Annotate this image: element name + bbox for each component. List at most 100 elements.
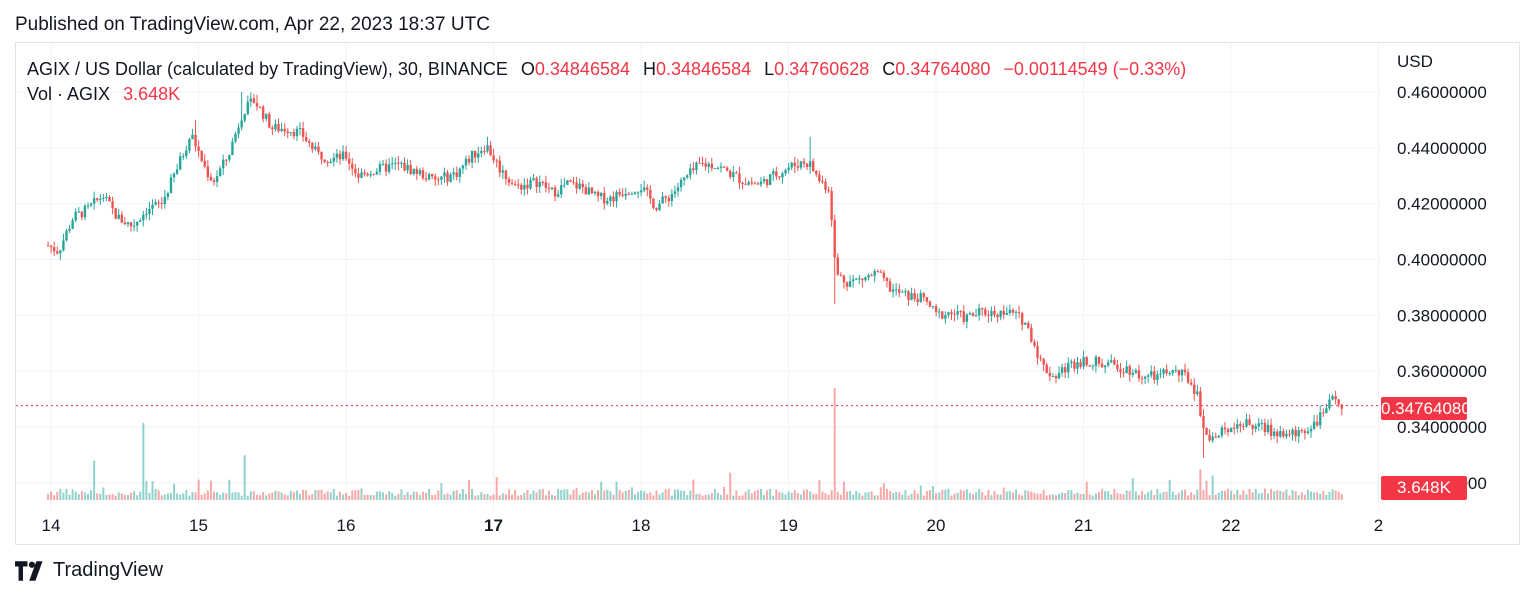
volume-bar — [723, 487, 726, 500]
candle-body — [861, 278, 864, 281]
volume-bar — [732, 495, 735, 500]
volume-bar — [1285, 489, 1288, 500]
volume-bar — [302, 489, 305, 500]
volume-bar — [753, 491, 756, 500]
candle-body — [363, 172, 366, 174]
volume-bar — [710, 493, 713, 500]
candle-body — [778, 176, 781, 178]
volume-bar — [526, 490, 529, 500]
volume-bar — [394, 495, 397, 500]
candle-body — [332, 157, 336, 162]
volume-bar — [649, 492, 652, 500]
candle-body — [984, 309, 987, 315]
candle-body — [1054, 375, 1058, 379]
candle-body — [584, 187, 588, 195]
candle-body — [56, 251, 59, 254]
volume-bar — [1174, 494, 1177, 500]
candle-body — [1002, 310, 1005, 315]
candle-body — [114, 208, 117, 219]
candle-body — [609, 196, 612, 201]
volume-bar — [286, 495, 289, 500]
candle-body — [1319, 412, 1322, 426]
candle-body — [1202, 416, 1205, 429]
volume-bar — [179, 494, 182, 500]
volume-bar — [1128, 490, 1131, 500]
volume-bar — [216, 492, 219, 500]
candle-body — [802, 161, 806, 164]
volume-bar — [1177, 492, 1180, 500]
volume-bar — [812, 493, 815, 500]
candle-body — [317, 146, 320, 152]
volume-bar — [799, 494, 802, 500]
volume-bar — [1313, 492, 1316, 500]
candle-body — [664, 196, 667, 199]
volume-bar — [913, 490, 916, 500]
volume-bar — [541, 488, 544, 500]
candle-body — [261, 106, 265, 119]
volume-bar — [1325, 495, 1328, 500]
volume-bar — [551, 494, 554, 500]
volume-bar — [477, 495, 480, 500]
volume-label[interactable]: Vol · AGIX — [27, 84, 111, 104]
volume-bar — [956, 492, 959, 500]
volume-bar — [474, 495, 477, 500]
volume-bar — [999, 494, 1002, 500]
candle-body — [729, 170, 732, 177]
volume-bar — [1113, 488, 1116, 500]
volume-bar — [246, 495, 249, 500]
volume-bar — [1021, 495, 1024, 500]
candle-body — [351, 163, 354, 169]
volume-bar — [590, 490, 593, 500]
volume-bar — [766, 490, 769, 500]
volume-bar — [572, 489, 575, 500]
candle-body — [169, 177, 173, 194]
x-tick-label: 2 — [1374, 516, 1383, 535]
volume-bar — [720, 495, 723, 500]
candle-body — [1097, 356, 1101, 364]
volume-bar — [1082, 494, 1085, 500]
symbol-title[interactable]: AGIX / US Dollar (calculated by TradingV… — [27, 59, 508, 79]
footer-brand[interactable]: TradingView — [53, 559, 164, 581]
volume-bar — [1270, 488, 1273, 500]
volume-bar — [1233, 494, 1236, 500]
volume-bar — [935, 493, 938, 500]
candle-body — [206, 166, 210, 177]
volume-bar — [1294, 491, 1297, 500]
volume-bar — [830, 490, 833, 500]
candle-body — [547, 187, 551, 189]
candle-body — [212, 180, 216, 182]
candle-body — [178, 156, 182, 170]
candle-body — [765, 179, 769, 185]
candle-body — [944, 315, 947, 319]
volume-bar — [1288, 495, 1291, 500]
candle-body — [1220, 427, 1224, 436]
volume-bar — [1156, 488, 1159, 500]
volume-bar — [1104, 491, 1107, 500]
volume-bar — [1119, 493, 1122, 500]
volume-bar — [1239, 494, 1242, 500]
volume-bar — [1165, 491, 1168, 500]
candle-body — [194, 134, 197, 147]
tradingview-logo-icon[interactable] — [15, 560, 47, 581]
volume-bar — [455, 490, 458, 500]
candle-body — [1251, 424, 1254, 429]
candle-body — [523, 184, 526, 190]
candle-body — [1236, 424, 1239, 429]
y-tick-label: 0.38000000 — [1397, 306, 1487, 325]
candle-body — [344, 151, 348, 159]
volume-bar — [1018, 494, 1021, 500]
volume-bar — [587, 492, 590, 500]
candle-body — [981, 308, 984, 310]
candle-body — [452, 172, 455, 175]
candle-body — [1162, 369, 1165, 374]
volume-bar — [744, 491, 747, 500]
volume-bar — [209, 480, 212, 500]
candle-body — [77, 211, 80, 213]
candle-body — [513, 183, 517, 185]
volume-bar — [916, 493, 919, 500]
volume-bar — [747, 489, 750, 500]
candle-body — [1024, 322, 1027, 325]
volume-bar — [96, 493, 99, 500]
candle-body — [941, 311, 944, 319]
